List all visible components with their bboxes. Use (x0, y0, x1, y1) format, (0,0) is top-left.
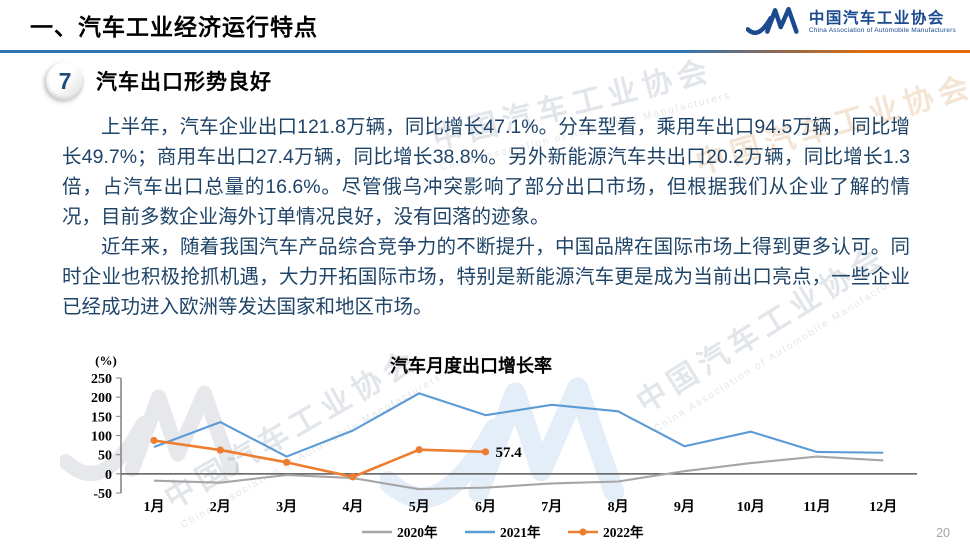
x-tick-label: 11月 (803, 499, 830, 515)
export-growth-chart: 汽车月度出口增长率 (%) 250 200 150 100 50 0 -50 57.4 1月 2月 3月… (0, 348, 970, 546)
series-marker (283, 458, 291, 466)
legend-label: 2021年 (500, 524, 541, 540)
caam-logo: 中国汽车工业协会 China Association of Automobile… (745, 5, 956, 38)
series-marker (216, 446, 224, 454)
section-number-badge: 7 (46, 62, 84, 100)
body-text: 上半年，汽车企业出口121.8万辆，同比增长47.1%。分车型看，乘用车出口94… (62, 112, 910, 322)
x-tick-label: 12月 (869, 499, 897, 515)
legend-label: 2022年 (603, 524, 644, 540)
paragraph-export-stats: 上半年，汽车企业出口121.8万辆，同比增长47.1%。分车型看，乘用车出口94… (62, 116, 910, 228)
caam-logo-text: 中国汽车工业协会 China Association of Automobile… (809, 10, 956, 34)
x-tick-label: 5月 (409, 499, 430, 515)
page-title: 一、汽车工业经济运行特点 (30, 14, 318, 40)
x-tick-label: 10月 (737, 499, 765, 515)
logo-name-en: China Association of Automobile Manufact… (808, 26, 956, 34)
chart-title: 汽车月度出口增长率 (390, 355, 552, 376)
series-marker (481, 448, 490, 456)
x-tick-label: 7月 (541, 499, 562, 515)
series-line-2022年 (153, 439, 486, 479)
section-heading: 7 汽车出口形势良好 (46, 62, 272, 100)
x-tick-label: 1月 (144, 499, 165, 515)
y-tick-label: 200 (91, 391, 112, 406)
y-tick-label: 0 (105, 468, 112, 483)
caam-logo-icon (745, 6, 799, 36)
header-divider (0, 50, 970, 53)
x-tick-label: 8月 (608, 499, 629, 515)
y-tick-label: 250 (91, 372, 112, 387)
x-tick-label: 9月 (674, 499, 695, 515)
series-marker (150, 436, 158, 445)
chart-unit-label: (%) (95, 353, 117, 368)
x-tick-label: 3月 (276, 499, 297, 515)
series-marker (415, 446, 423, 454)
series-line-2021年 (153, 392, 884, 458)
y-tick-label: 100 (91, 430, 112, 445)
slide-header: 一、汽车工业经济运行特点 中国汽车工业协会 China Association … (0, 0, 970, 53)
series-line-2020年 (153, 455, 884, 491)
paragraph-brand-recognition: 近年来，随着我国汽车产品综合竞争力的不断提升，中国品牌在国际市场上得到更多认可。… (62, 236, 910, 318)
data-label: 57.4 (496, 445, 523, 461)
y-tick-label: -50 (93, 487, 112, 502)
y-tick-label: 150 (91, 410, 112, 425)
x-tick-label: 6月 (475, 499, 496, 515)
legend-marker (579, 528, 587, 536)
x-tick-label: 2月 (210, 499, 231, 515)
page-number: 20 (936, 526, 950, 540)
section-title: 汽车出口形势良好 (96, 71, 272, 94)
line-chart-svg: 汽车月度出口增长率 (%) 250 200 150 100 50 0 -50 57.4 1月 2月 3月… (91, 353, 917, 540)
y-tick-label: 50 (98, 449, 112, 464)
x-tick-label: 4月 (342, 499, 363, 515)
logo-name-cn: 中国汽车工业协会 (808, 9, 945, 27)
legend-label: 2020年 (397, 524, 438, 540)
series-marker (349, 473, 357, 481)
